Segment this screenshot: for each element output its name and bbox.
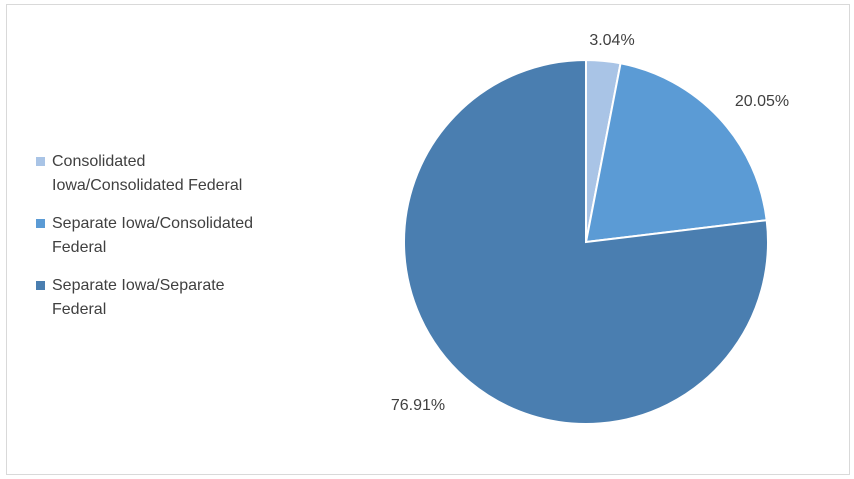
- legend-label: Consolidated Iowa/Consolidated Federal: [52, 153, 243, 194]
- legend-swatch: [36, 219, 45, 228]
- legend-item: Separate Iowa/Separate Federal: [36, 274, 326, 322]
- legend-label: Separate Iowa/Consolidated Federal: [52, 215, 254, 256]
- data-label: 76.91%: [391, 397, 445, 414]
- pie-slice: [584, 62, 768, 244]
- legend-item: Separate Iowa/Consolidated Federal: [36, 212, 326, 260]
- pie-slice: [403, 58, 769, 425]
- legend-swatch: [36, 157, 45, 166]
- legend-label: Separate Iowa/Separate Federal: [52, 277, 225, 318]
- legend-swatch: [36, 281, 45, 290]
- data-label: 20.05%: [735, 93, 789, 110]
- legend-item: Consolidated Iowa/Consolidated Federal: [36, 150, 326, 198]
- data-label: 3.04%: [589, 32, 634, 49]
- legend: Consolidated Iowa/Consolidated Federal S…: [36, 150, 326, 336]
